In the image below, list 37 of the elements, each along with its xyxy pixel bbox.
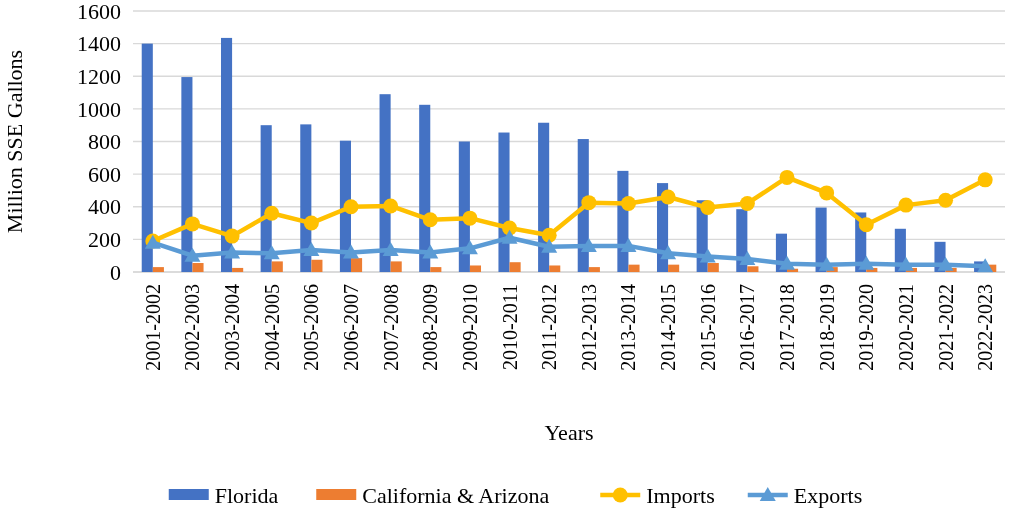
y-tick-label: 600 xyxy=(88,161,121,187)
y-axis-title: Million SSE Gallons xyxy=(2,49,27,234)
x-tick-label: 2016-2017 xyxy=(736,284,759,371)
legend-label: Exports xyxy=(793,482,863,508)
x-tick-label: 2009-2010 xyxy=(458,284,481,371)
y-tick-label: 1200 xyxy=(77,63,121,89)
legend-label: Imports xyxy=(646,482,715,508)
x-axis-title: Years xyxy=(544,420,594,445)
x-tick-label: 2017-2018 xyxy=(776,284,798,371)
y-tick-label: 1600 xyxy=(77,0,121,24)
x-tick-label: 2003-2004 xyxy=(221,284,244,371)
x-tick-label: 2006-2007 xyxy=(340,284,362,371)
x-tick-label: 2010-2011 xyxy=(498,284,521,370)
x-tick-label: 2022-2023 xyxy=(974,284,997,371)
x-tick-label: 2015-2016 xyxy=(696,284,719,371)
x-tick-label: 2014-2015 xyxy=(657,284,680,371)
x-tick-label: 2007-2008 xyxy=(379,284,402,371)
y-tick-label: 800 xyxy=(88,129,121,155)
legend-label: California & Arizona xyxy=(362,482,550,508)
y-tick-label: 0 xyxy=(110,259,121,285)
x-tick-label: 2008-2009 xyxy=(419,284,442,371)
x-tick-label: 2001-2002 xyxy=(141,284,164,371)
y-tick-label: 400 xyxy=(88,194,121,220)
x-tick-label: 2005-2006 xyxy=(300,284,323,371)
x-tick-label: 2021-2022 xyxy=(934,284,957,371)
y-tick-label: 200 xyxy=(88,227,121,253)
x-tick-label: 2018-2019 xyxy=(815,284,838,371)
legend-label: Florida xyxy=(214,482,279,508)
x-tick-label: 2020-2021 xyxy=(894,284,917,371)
x-tick-label: 2012-2013 xyxy=(577,284,600,371)
x-tick-label: 2004-2005 xyxy=(260,284,283,371)
x-tick-label: 2013-2014 xyxy=(617,284,640,371)
y-tick-label: 1400 xyxy=(77,31,121,57)
x-tick-label: 2002-2003 xyxy=(181,284,204,371)
x-tick-label: 2019-2020 xyxy=(855,284,878,371)
y-tick-label: 1000 xyxy=(77,96,121,122)
x-tick-label: 2011-2012 xyxy=(538,284,561,370)
